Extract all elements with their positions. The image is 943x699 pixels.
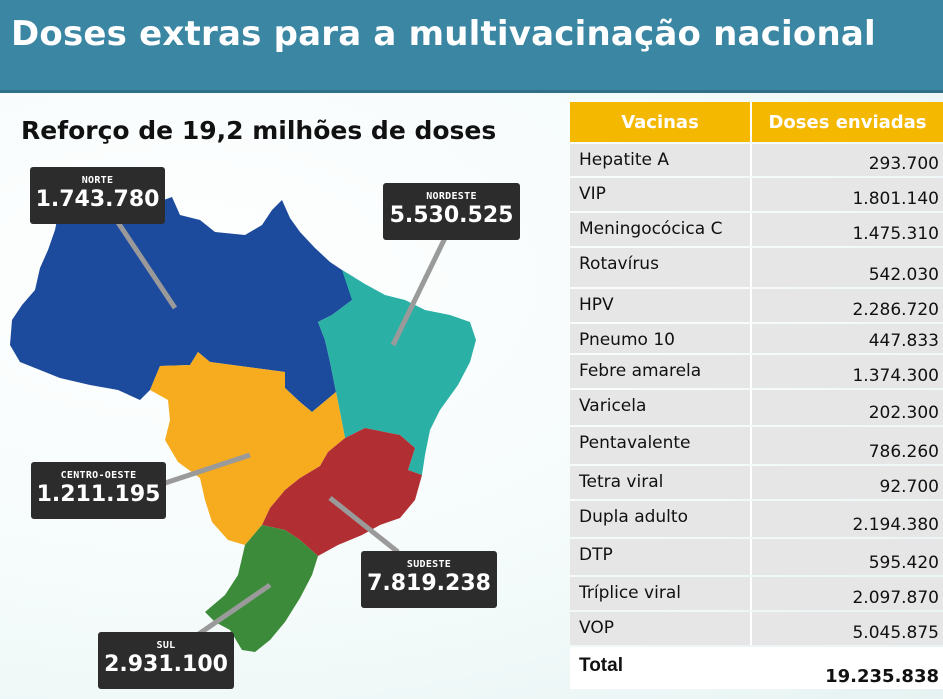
- doses-value: 5.045.875: [752, 612, 943, 645]
- table-row: Tríplice viral 2.097.870: [570, 577, 943, 610]
- doses-value: 202.300: [752, 390, 943, 425]
- vaccine-name: VIP: [570, 178, 752, 211]
- brazil-regions-map: [10, 197, 476, 652]
- header-vacinas: Vacinas: [570, 102, 752, 142]
- doses-value: 542.030: [752, 248, 943, 287]
- vaccine-name: Dupla adulto: [570, 501, 752, 537]
- pointer-line-nordeste: [390, 236, 448, 347]
- island-marajo-shape: [282, 260, 308, 274]
- vaccine-name: DTP: [570, 539, 752, 575]
- doses-value: 293.700: [752, 144, 943, 176]
- total-value: 19.235.838: [752, 647, 943, 689]
- vaccine-name: Varicela: [570, 390, 752, 425]
- region-value: 7.819.238: [367, 571, 491, 596]
- region-value: 5.530.525: [389, 203, 514, 228]
- doses-value: 1.374.300: [752, 355, 943, 388]
- table-row: Meningocócica C 1.475.310: [570, 213, 943, 246]
- vaccine-name: VOP: [570, 612, 752, 645]
- table-row: Tetra viral 92.700: [570, 466, 943, 499]
- table-header-row: Vacinas Doses enviadas: [570, 102, 943, 142]
- region-name: NORDESTE: [426, 191, 477, 202]
- region-value: 1.743.780: [35, 187, 160, 212]
- pointer-line-sul: [188, 582, 272, 643]
- callout-centro-oeste: CENTRO-OESTE 1.211.195: [31, 462, 166, 519]
- table-row: Varicela 202.300: [570, 390, 943, 425]
- table-row: Hepatite A 293.700: [570, 144, 943, 176]
- callout-nordeste: NORDESTE 5.530.525: [383, 183, 520, 240]
- region-nordeste-shape: [318, 270, 476, 475]
- table-row: HPV 2.286.720: [570, 289, 943, 322]
- callout-sudeste: SUDESTE 7.819.238: [361, 551, 497, 608]
- vaccine-name: Pentavalente: [570, 427, 752, 464]
- doses-value: 2.194.380: [752, 501, 943, 537]
- vaccine-name: Tetra viral: [570, 466, 752, 499]
- region-name: SUDESTE: [406, 559, 452, 570]
- pointer-line-sudeste: [328, 496, 400, 554]
- doses-value: 1.801.140: [752, 178, 943, 211]
- callout-norte: NORTE 1.743.780: [30, 167, 165, 224]
- table-row: VIP 1.801.140: [570, 178, 943, 211]
- vaccine-name: Rotavírus: [570, 248, 752, 287]
- doses-value: 447.833: [752, 324, 943, 353]
- table-row: Pneumo 10 447.833: [570, 324, 943, 353]
- region-name: CENTRO-OESTE: [60, 470, 137, 481]
- pointer-line-centro-oeste: [149, 452, 251, 491]
- pointer-line-norte: [112, 216, 178, 310]
- region-norte-shape: [10, 197, 355, 412]
- callout-sul: SUL 2.931.100: [98, 632, 234, 689]
- region-value: 2.931.100: [104, 652, 228, 677]
- region-name: SUL: [156, 640, 176, 651]
- header-doses: Doses enviadas: [752, 102, 943, 142]
- vaccine-name: Febre amarela: [570, 355, 752, 388]
- table-row: Dupla adulto 2.194.380: [570, 501, 943, 537]
- table-row: VOP 5.045.875: [570, 612, 943, 645]
- vaccine-name: HPV: [570, 289, 752, 322]
- region-sudeste-shape: [262, 428, 422, 556]
- table-row: DTP 595.420: [570, 539, 943, 575]
- table-row: Rotavírus 542.030: [570, 248, 943, 287]
- title-bar: Doses extras para a multivacinação nacio…: [0, 0, 943, 93]
- doses-value: 1.475.310: [752, 213, 943, 246]
- table-row: Pentavalente 786.260: [570, 427, 943, 464]
- map-subtitle: Reforço de 19,2 milhões de doses: [21, 116, 497, 145]
- region-centro-oeste-shape: [150, 352, 345, 545]
- region-value: 1.211.195: [36, 482, 161, 507]
- page-title: Doses extras para a multivacinação nacio…: [11, 14, 876, 54]
- doses-value: 786.260: [752, 427, 943, 464]
- vaccines-table: Vacinas Doses enviadas Hepatite A 293.700…: [570, 100, 943, 691]
- vaccine-name: Meningocócica C: [570, 213, 752, 246]
- doses-value: 2.097.870: [752, 577, 943, 610]
- table-row: Febre amarela 1.374.300: [570, 355, 943, 388]
- vaccine-name: Tríplice viral: [570, 577, 752, 610]
- total-label: Total: [570, 647, 752, 689]
- doses-value: 92.700: [752, 466, 943, 499]
- total-row: Total 19.235.838: [570, 647, 943, 689]
- vaccine-name: Hepatite A: [570, 144, 752, 176]
- region-name: NORTE: [81, 175, 114, 186]
- vaccine-name: Pneumo 10: [570, 324, 752, 353]
- doses-value: 2.286.720: [752, 289, 943, 322]
- doses-value: 595.420: [752, 539, 943, 575]
